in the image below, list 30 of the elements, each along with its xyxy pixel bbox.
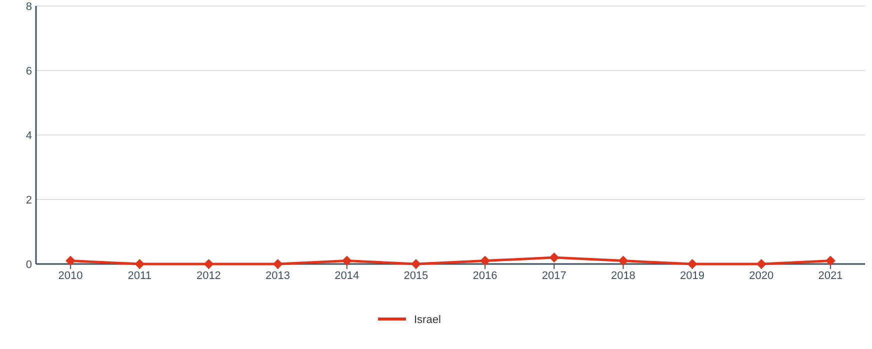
legend-label: Israel (414, 314, 441, 326)
x-tick-label: 2017 (542, 270, 566, 282)
x-tick-label: 2018 (610, 270, 636, 282)
point (756, 259, 766, 269)
point (204, 259, 214, 269)
y-tick-label: 8 (26, 0, 32, 13)
point (410, 259, 421, 269)
x-tick-label: 2019 (680, 270, 705, 282)
point (342, 256, 352, 266)
point (687, 259, 698, 269)
point (134, 259, 145, 269)
point (825, 256, 836, 266)
point (66, 256, 76, 266)
point (549, 252, 560, 263)
y-tick-label: 2 (26, 194, 32, 206)
y-tick-label: 6 (26, 65, 32, 78)
y-tick-label: 4 (26, 130, 32, 142)
x-tick-label: 2013 (266, 270, 290, 282)
x-tick-label: 2020 (749, 270, 774, 282)
x-tick-label: 2011 (128, 270, 152, 282)
x-tick-label: 2016 (472, 270, 498, 282)
x-tick-label: 2010 (58, 270, 83, 282)
x-tick-label: 2021 (818, 270, 843, 282)
x-tick-label: 2015 (404, 270, 428, 282)
point (272, 259, 283, 269)
x-tick-label: 2014 (334, 270, 360, 282)
point (618, 256, 628, 266)
x-tick-label: 2012 (196, 270, 221, 282)
point (480, 256, 490, 266)
y-tick-label: 0 (26, 258, 32, 271)
